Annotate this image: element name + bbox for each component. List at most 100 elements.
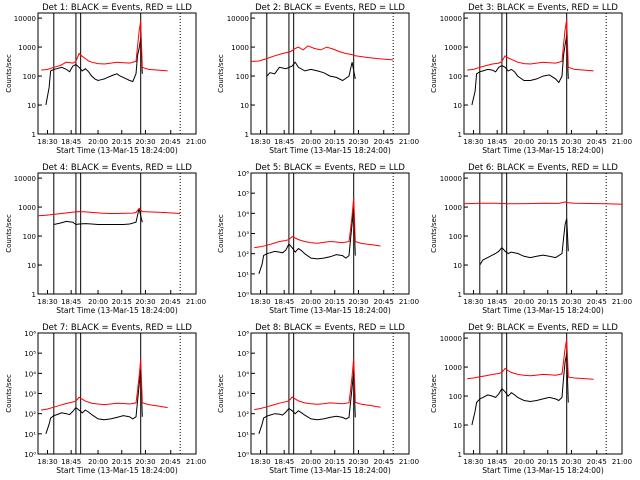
series-line-events (258, 371, 356, 434)
panel-title: Det 6: BLACK = Events, RED = LLD (468, 163, 618, 173)
y-tick-label: 1 (32, 291, 36, 299)
y-tick-label: 10 (453, 422, 462, 430)
y-tick-label: 10¹ (237, 271, 249, 279)
detector-panel-4: Det 4: BLACK = Events, RED = LLD 1 10 100 10… (5, 163, 206, 315)
plot-frame (250, 12, 410, 135)
series-line-events (258, 207, 356, 274)
y-tick-label: 10000 (227, 15, 249, 23)
x-tick-label: 18:45 (274, 298, 294, 306)
plot-frame (250, 172, 410, 295)
x-tick-label: 20:45 (374, 138, 394, 146)
y-tick-label: 10 (27, 102, 36, 110)
x-tick-label: 21:00 (399, 138, 419, 146)
x-tick-label: 18:45 (61, 138, 81, 146)
panel-title: Det 5: BLACK = Events, RED = LLD (255, 163, 405, 173)
x-axis-label: Start Time (13-Mar-15 18:24:00) (56, 146, 178, 155)
x-tick-label: 21:00 (612, 138, 632, 146)
y-tick-label: 100 (449, 233, 462, 241)
x-tick-label: 20:15 (112, 138, 132, 146)
y-tick-label: 100 (449, 73, 462, 81)
x-axis-label: Start Time (13-Mar-15 18:24:00) (56, 466, 178, 475)
y-tick-label: 100 (449, 393, 462, 401)
x-tick-label: 18:45 (274, 458, 294, 466)
y-axis-label: Counts/sec (430, 214, 438, 253)
plot-frame (37, 12, 197, 135)
y-tick-label: 10² (237, 411, 249, 419)
plot-frame (463, 172, 623, 295)
x-tick-label: 20:15 (325, 138, 345, 146)
series-line-events (53, 208, 143, 226)
detector-panel-3: Det 3: BLACK = Events, RED = LLD 1 10 100 10… (430, 3, 632, 155)
x-tick-label: 20:15 (538, 138, 558, 146)
x-axis-label: Start Time (13-Mar-15 18:24:00) (482, 466, 604, 475)
x-tick-label: 20:15 (538, 298, 558, 306)
y-tick-label: 10⁶ (24, 330, 36, 338)
x-tick-label: 18:30 (250, 458, 270, 466)
x-tick-label: 20:00 (88, 298, 108, 306)
y-tick-label: 10000 (440, 15, 462, 23)
y-tick-label: 10² (24, 411, 36, 419)
x-axis-label: Start Time (13-Mar-15 18:24:00) (482, 306, 604, 315)
series-line-lld (254, 358, 381, 411)
panel-title: Det 2: BLACK = Events, RED = LLD (255, 3, 405, 13)
y-axis-label: Counts/sec (5, 214, 13, 253)
detector-panel-7: Det 7: BLACK = Events, RED = LLD 10⁰ 10¹ 10… (5, 323, 206, 475)
y-tick-label: 1000 (18, 204, 36, 212)
y-tick-label: 10⁵ (237, 190, 249, 198)
y-tick-label: 10000 (14, 15, 36, 23)
x-tick-label: 20:00 (514, 138, 534, 146)
series-line-events (266, 61, 356, 82)
x-tick-label: 20:00 (301, 298, 321, 306)
series-line-events (45, 38, 143, 106)
y-tick-label: 1 (245, 131, 249, 139)
y-tick-label: 10 (240, 102, 249, 110)
x-tick-label: 20:45 (161, 298, 181, 306)
y-tick-label: 10⁰ (237, 291, 249, 299)
series-line-lld (467, 19, 594, 72)
x-tick-label: 18:45 (61, 298, 81, 306)
x-tick-label: 21:00 (612, 458, 632, 466)
x-axis-label: Start Time (13-Mar-15 18:24:00) (269, 146, 391, 155)
plot-frame (250, 332, 410, 455)
y-axis-label: Counts/sec (217, 54, 225, 93)
detector-panel-2: Det 2: BLACK = Events, RED = LLD 1 10 100 10… (217, 3, 419, 155)
y-tick-label: 10000 (440, 335, 462, 343)
x-tick-label: 18:45 (487, 138, 507, 146)
x-tick-label: 20:45 (587, 298, 607, 306)
y-tick-label: 1 (458, 291, 462, 299)
y-tick-label: 10¹ (237, 431, 249, 439)
x-tick-label: 20:30 (561, 298, 581, 306)
y-tick-label: 1000 (18, 44, 36, 52)
x-tick-label: 20:45 (161, 138, 181, 146)
y-tick-label: 10⁰ (237, 451, 249, 459)
y-tick-label: 1 (458, 451, 462, 459)
x-tick-label: 20:30 (561, 458, 581, 466)
series-line-lld (463, 201, 623, 205)
x-tick-label: 20:00 (88, 458, 108, 466)
panel-title: Det 8: BLACK = Events, RED = LLD (255, 323, 405, 333)
x-tick-label: 21:00 (186, 458, 206, 466)
x-tick-label: 21:00 (612, 298, 632, 306)
plot-frame (463, 332, 623, 455)
x-tick-label: 21:00 (399, 458, 419, 466)
y-tick-label: 1 (32, 131, 36, 139)
x-tick-label: 20:15 (112, 298, 132, 306)
y-tick-label: 100 (236, 73, 249, 81)
panel-title: Det 4: BLACK = Events, RED = LLD (42, 163, 192, 173)
x-tick-label: 20:30 (561, 138, 581, 146)
x-tick-label: 20:30 (135, 298, 155, 306)
detector-panel-9: Det 9: BLACK = Events, RED = LLD 1 10 100 10… (430, 323, 632, 475)
y-tick-label: 10² (237, 251, 249, 259)
x-tick-label: 18:30 (37, 298, 57, 306)
y-axis-label: Counts/sec (430, 374, 438, 413)
series-line-events (471, 35, 569, 106)
y-tick-label: 10⁴ (24, 370, 36, 378)
x-tick-label: 20:45 (374, 458, 394, 466)
x-tick-label: 20:00 (301, 458, 321, 466)
y-tick-label: 10000 (440, 175, 462, 183)
x-tick-label: 21:00 (186, 298, 206, 306)
y-axis-label: Counts/sec (217, 214, 225, 253)
y-tick-label: 1000 (231, 44, 249, 52)
y-axis-label: Counts/sec (5, 374, 13, 413)
